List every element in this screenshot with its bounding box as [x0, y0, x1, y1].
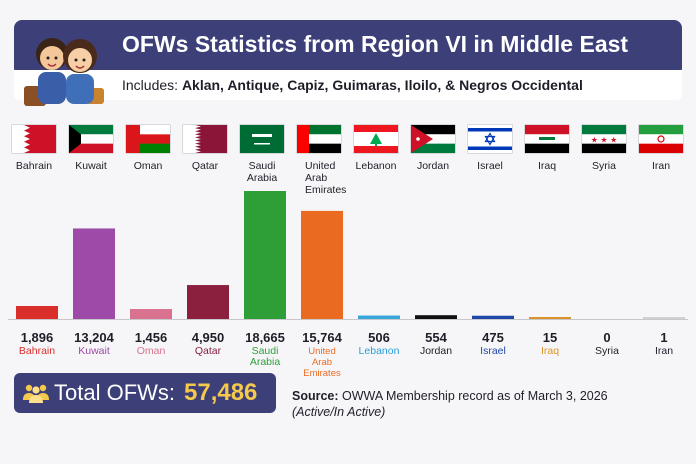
category-label-saudi-arabia: Saudi Arabia [235, 346, 295, 368]
chart-baseline [8, 319, 688, 320]
flag-label-israel: Israel [477, 160, 503, 172]
category-label-line: Iraq [540, 345, 560, 357]
category-label-jordan: Jordan [406, 346, 466, 357]
category-label-line: Iran [654, 345, 674, 357]
bahrain-flag-icon [12, 125, 56, 153]
total-label: Total OFWs: [54, 380, 176, 405]
category-label-line: Arabia [249, 356, 281, 368]
flag-label-qatar: Qatar [191, 160, 219, 172]
ofw-couple-illustration-icon [24, 38, 104, 106]
bar-bahrain [16, 305, 58, 319]
category-label-line: Emirates [303, 368, 341, 379]
category-label-line: United [308, 346, 336, 357]
total-value: 57,486 [184, 379, 258, 406]
value-label-lebanon: 506 [368, 330, 390, 345]
oman-flag-icon [126, 125, 170, 153]
flag-label-iran: Iran [651, 160, 671, 172]
category-label-syria: Syria [577, 346, 637, 357]
bar-qatar [187, 285, 229, 319]
source-text: Source: OWWA Membership record as of Mar… [292, 389, 608, 403]
kuwait-flag-icon [69, 125, 113, 153]
uae-flag-icon [297, 125, 341, 153]
bar-united-arab-emirates [301, 210, 343, 319]
flag-label-syria: Syria [592, 160, 616, 172]
header-banner: OFWs Statistics from Region VI in Middle… [14, 20, 682, 76]
value-label-israel: 475 [482, 330, 504, 345]
bar-iraq [529, 317, 571, 319]
subtitle: Includes: Aklan, Antique, Capiz, Guimara… [122, 77, 583, 93]
value-label-syria: 0 [603, 330, 611, 345]
subtitle-provinces: Aklan, Antique, Capiz, Guimaras, Iloilo,… [181, 77, 583, 93]
flag-label-iraq: Iraq [537, 160, 557, 172]
lebanon-flag-icon [354, 125, 398, 153]
flag-label-saudi-arabia: Saudi Arabia [246, 160, 278, 184]
flag-label-lebanon: Lebanon [355, 160, 397, 172]
bar-lebanon [358, 315, 400, 319]
total-ofws-badge: Total OFWs: 57,486 [14, 373, 276, 413]
qatar-flag-icon [183, 125, 227, 153]
iraq-flag-icon [525, 125, 569, 153]
flag-label-oman: Oman [133, 160, 163, 172]
category-label-iran: Iran [634, 346, 694, 357]
subtitle-bar [14, 70, 682, 100]
value-label-bahrain: 1,896 [20, 330, 54, 345]
category-label-line: Bahrain [18, 345, 56, 357]
people-icon [23, 384, 49, 403]
page-title: OFWs Statistics from Region VI in Middle… [122, 31, 629, 57]
jordan-flag-icon [411, 125, 455, 153]
value-label-kuwait: 13,204 [74, 330, 114, 345]
value-label-qatar: 4,950 [191, 330, 225, 345]
flag-label-kuwait: Kuwait [75, 160, 107, 172]
value-label-saudi-arabia: 18,665 [245, 330, 285, 345]
category-label-line: Israel [480, 345, 506, 357]
syria-flag-icon: ★ ★ ★ [582, 125, 626, 153]
bar-saudi-arabia [244, 191, 286, 319]
svg-text:★ ★ ★: ★ ★ ★ [591, 136, 618, 145]
category-label-iraq: Iraq [520, 346, 580, 357]
flag-label-uae: United Arab Emirates [305, 160, 347, 196]
value-label-united-arab-emirates: 15,764 [302, 330, 342, 345]
value-label-iran: 1 [660, 330, 668, 345]
category-label-line: Syria [595, 345, 619, 357]
category-label-oman: Oman [121, 346, 181, 357]
category-label-qatar: Qatar [178, 346, 238, 357]
category-label-line: Kuwait [78, 345, 110, 357]
source-label: Source: [292, 389, 339, 403]
flag-label-jordan: Jordan [416, 160, 450, 172]
category-label-bahrain: Bahrain [7, 346, 67, 357]
category-label-line: Lebanon [358, 345, 400, 357]
bar-oman [130, 309, 172, 319]
category-label-line: Jordan [419, 345, 453, 357]
category-label-line: Oman [136, 345, 166, 357]
category-label-line: Qatar [194, 345, 222, 357]
flag-label-bahrain: Bahrain [15, 160, 53, 172]
iran-flag-icon [639, 125, 683, 153]
bar-israel [472, 315, 514, 319]
category-label-israel: Israel [463, 346, 523, 357]
category-label-lebanon: Lebanon [349, 346, 409, 357]
saudi-arabia-flag-icon [240, 125, 284, 153]
value-label-jordan: 554 [425, 330, 447, 345]
category-label-line: Arab [311, 357, 333, 368]
source-body: OWWA Membership record as of March 3, 20… [342, 389, 608, 403]
bar-kuwait [73, 228, 115, 319]
subtitle-prefix: Includes: [122, 77, 179, 93]
value-label-iraq: 15 [542, 330, 558, 345]
category-label-united-arab-emirates: United Arab Emirates [292, 346, 352, 379]
category-label-kuwait: Kuwait [64, 346, 124, 357]
value-label-oman: 1,456 [134, 330, 168, 345]
category-label-line: Saudi [251, 345, 279, 357]
source-note: (Active/In Active) [292, 405, 386, 419]
bar-iran [643, 317, 685, 319]
israel-flag-icon [468, 125, 512, 153]
bar-jordan [415, 315, 457, 319]
